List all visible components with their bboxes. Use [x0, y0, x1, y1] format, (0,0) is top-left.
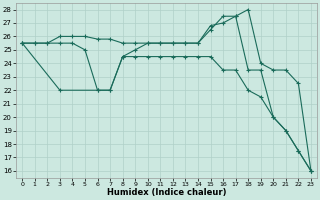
X-axis label: Humidex (Indice chaleur): Humidex (Indice chaleur)	[107, 188, 226, 197]
